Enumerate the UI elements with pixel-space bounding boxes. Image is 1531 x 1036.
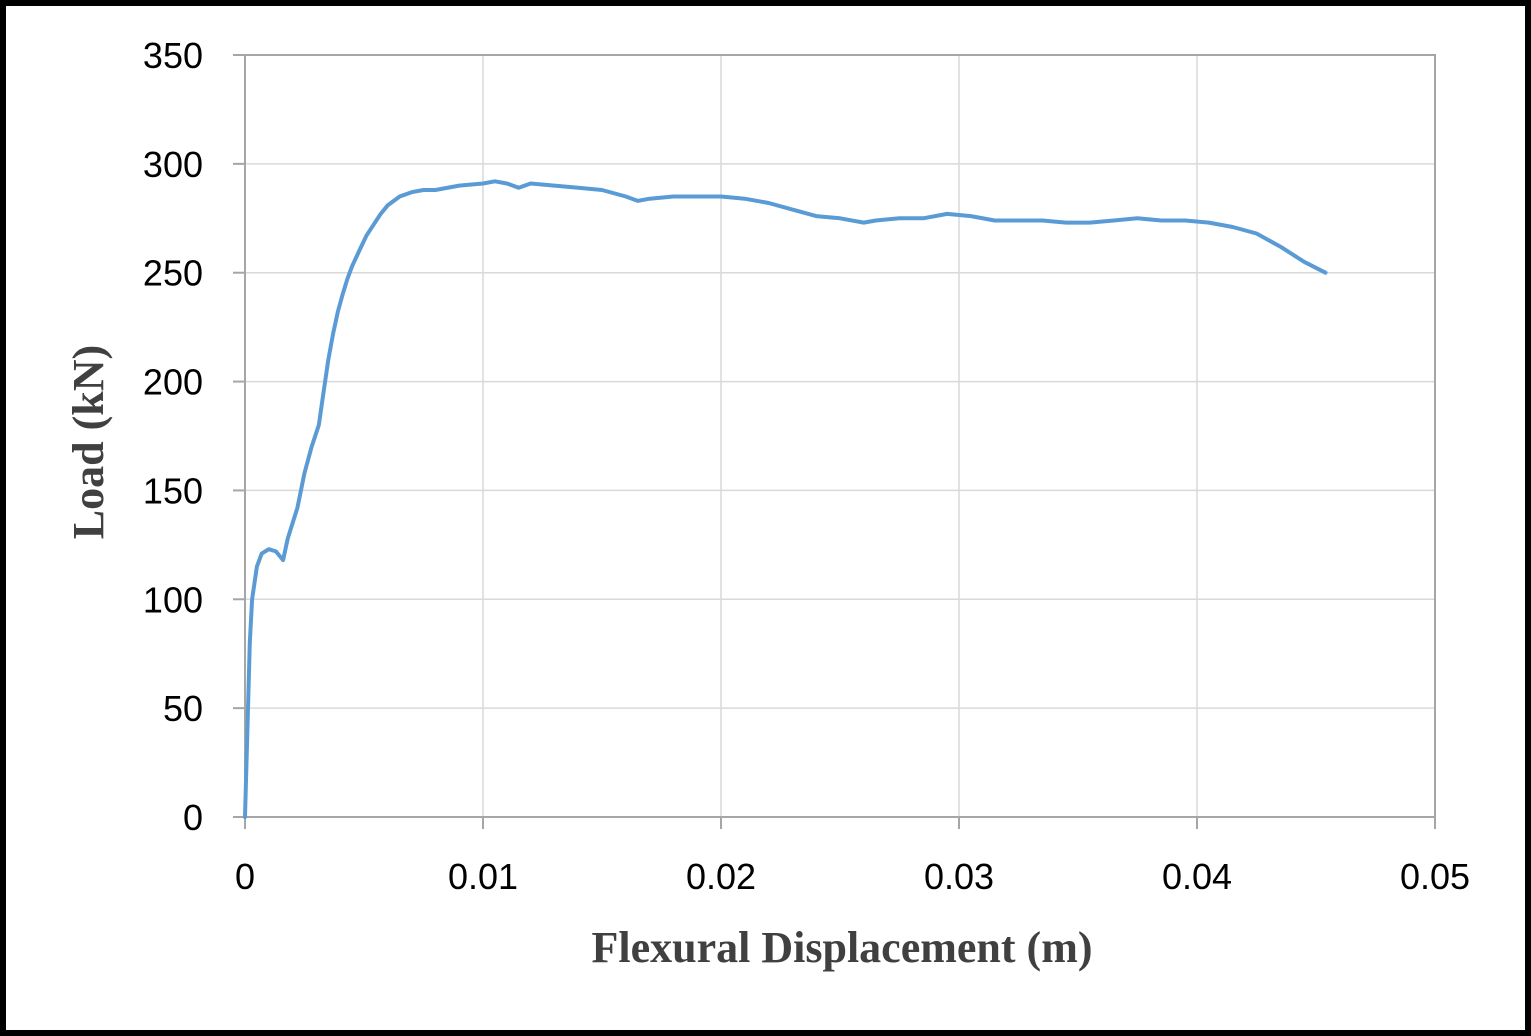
y-tick-label: 250 <box>143 253 203 294</box>
y-tick-label: 350 <box>143 35 203 76</box>
y-tick-label: 100 <box>143 579 203 620</box>
plot-area-border <box>244 54 1436 818</box>
tick-labels: 0 50 100 150 200 250 300 350 0 0.01 0.02 0.03 0.04 0.… <box>143 35 1470 897</box>
y-tick-label: 0 <box>183 797 203 838</box>
y-axis-title: Load (kN) <box>64 345 113 539</box>
x-tick-label: 0.01 <box>448 856 518 897</box>
x-tick-label: 0.05 <box>1400 856 1470 897</box>
y-tick-label: 150 <box>143 470 203 511</box>
x-axis-title: Flexural Displacement (m) <box>592 923 1093 972</box>
y-tick-label: 300 <box>143 144 203 185</box>
gridlines <box>245 54 1436 817</box>
y-tick-label: 50 <box>163 688 203 729</box>
x-tick-label: 0.04 <box>1162 856 1232 897</box>
axes <box>233 54 1436 829</box>
series-line-0 <box>243 179 1328 819</box>
x-tick-label: 0 <box>235 856 255 897</box>
x-tick-label: 0.03 <box>924 856 994 897</box>
x-tick-label: 0.02 <box>686 856 756 897</box>
series <box>243 179 1328 819</box>
y-tick-label: 200 <box>143 362 203 403</box>
